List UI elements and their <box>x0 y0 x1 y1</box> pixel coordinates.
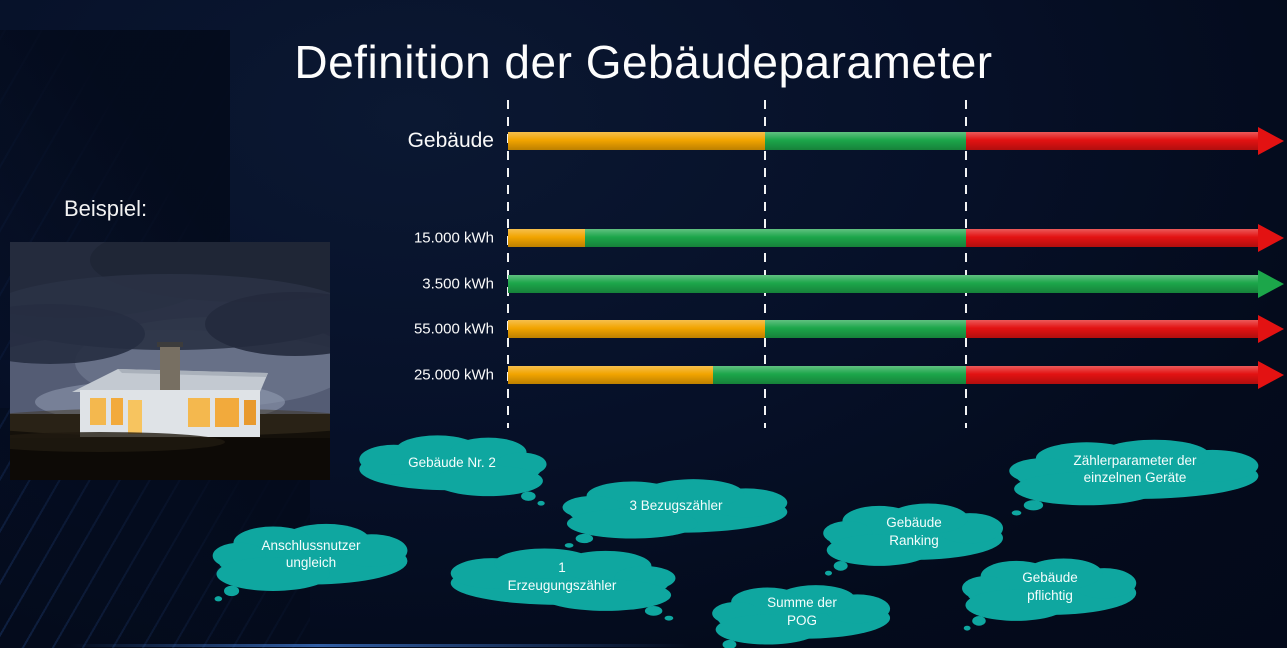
cloud-anschlussnutzer: Anschlussnutzer ungleich <box>207 518 415 604</box>
row-label: 3.500 kWh <box>422 275 494 293</box>
cloud-gebaeude-pflichtig: Gebäude pflichtig <box>957 553 1143 633</box>
arrow-head <box>1258 270 1284 298</box>
cloud-gebaeude-nr-2: Gebäude Nr. 2 <box>352 430 552 508</box>
cloud-text: Zählerparameter der einzelnen Geräte <box>1073 452 1197 486</box>
diagram-row: 55.000 kWh <box>380 313 1287 345</box>
diagram-row: 3.500 kWh <box>380 268 1287 300</box>
arrow-segment-red <box>965 366 1258 384</box>
cloud-shape <box>352 430 552 508</box>
row-label: 15.000 kWh <box>413 229 494 247</box>
cloud-shape <box>957 553 1143 633</box>
arrow-bar <box>508 127 1284 155</box>
arrow-segment-orange <box>508 320 765 338</box>
cloud-text: Anschlussnutzer ungleich <box>261 537 361 571</box>
arrow-segment-green <box>764 320 966 338</box>
example-label: Beispiel: <box>64 196 148 221</box>
arrow-segment-orange <box>508 229 585 247</box>
arrow-bar <box>508 361 1284 389</box>
cloud-shape <box>442 543 682 623</box>
dashed-boundary-line-3 <box>965 100 967 428</box>
background-glow-line <box>70 644 690 647</box>
cloud-text: Summe der POG <box>767 595 837 628</box>
arrow-head <box>1258 127 1284 155</box>
arrow-segment-orange <box>508 366 713 384</box>
cloud-shape <box>818 498 1010 578</box>
house-at-dusk-illustration <box>10 242 330 480</box>
diagram-row: 25.000 kWh <box>380 359 1287 391</box>
arrow-head <box>1258 315 1284 343</box>
dashed-boundary-line-1 <box>507 100 509 428</box>
cloud-erzeugungszaehler: 1 Erzeugungszähler <box>442 543 682 623</box>
arrow-bar <box>508 315 1284 343</box>
cloud-shape <box>207 518 415 604</box>
row-label: Gebäude <box>407 129 494 152</box>
arrow-head <box>1258 224 1284 252</box>
arrow-segment-orange <box>508 132 765 150</box>
arrow-segment-green <box>712 366 966 384</box>
cloud-shape <box>556 474 796 550</box>
cloud-text: Gebäude Ranking <box>886 515 942 548</box>
cloud-gebaeude-ranking: Gebäude Ranking <box>818 498 1010 578</box>
arrow-segment-green <box>584 229 966 247</box>
house-photo <box>10 242 330 480</box>
arrow-segment-green <box>508 275 1258 293</box>
diagram-row: Gebäude <box>380 125 1287 157</box>
cloud-shape <box>707 580 897 648</box>
slide-title: Definition der Gebäudeparameter <box>294 35 993 88</box>
cloud-text: 3 Bezugszähler <box>629 498 723 514</box>
arrow-segment-red <box>965 132 1258 150</box>
cloud-bezugszaehler: 3 Bezugszähler <box>556 474 796 550</box>
arrow-segment-red <box>965 320 1258 338</box>
cloud-zaehlerparameter: Zählerparameter der einzelnen Geräte <box>1002 434 1268 518</box>
cloud-shape <box>1002 434 1268 518</box>
row-label: 55.000 kWh <box>413 320 494 338</box>
arrow-head <box>1258 361 1284 389</box>
cloud-text: 1 Erzeugungszähler <box>507 560 617 593</box>
diagram-row: 15.000 kWh <box>380 222 1287 254</box>
arrow-bar <box>508 224 1284 252</box>
cloud-text: Gebäude Nr. 2 <box>408 454 496 470</box>
arrow-segment-red <box>965 229 1258 247</box>
dashed-boundary-line-2 <box>764 100 766 428</box>
arrow-bar <box>508 270 1284 298</box>
cloud-text: Gebäude pflichtig <box>1022 570 1078 603</box>
arrow-segment-green <box>764 132 966 150</box>
row-label: 25.000 kWh <box>413 366 494 384</box>
building-consumption-diagram: Gebäude 15.000 kWh 3.500 kWh 55.000 kWh 25.0… <box>380 100 1287 430</box>
cloud-summe-pog: Summe der POG <box>707 580 897 648</box>
